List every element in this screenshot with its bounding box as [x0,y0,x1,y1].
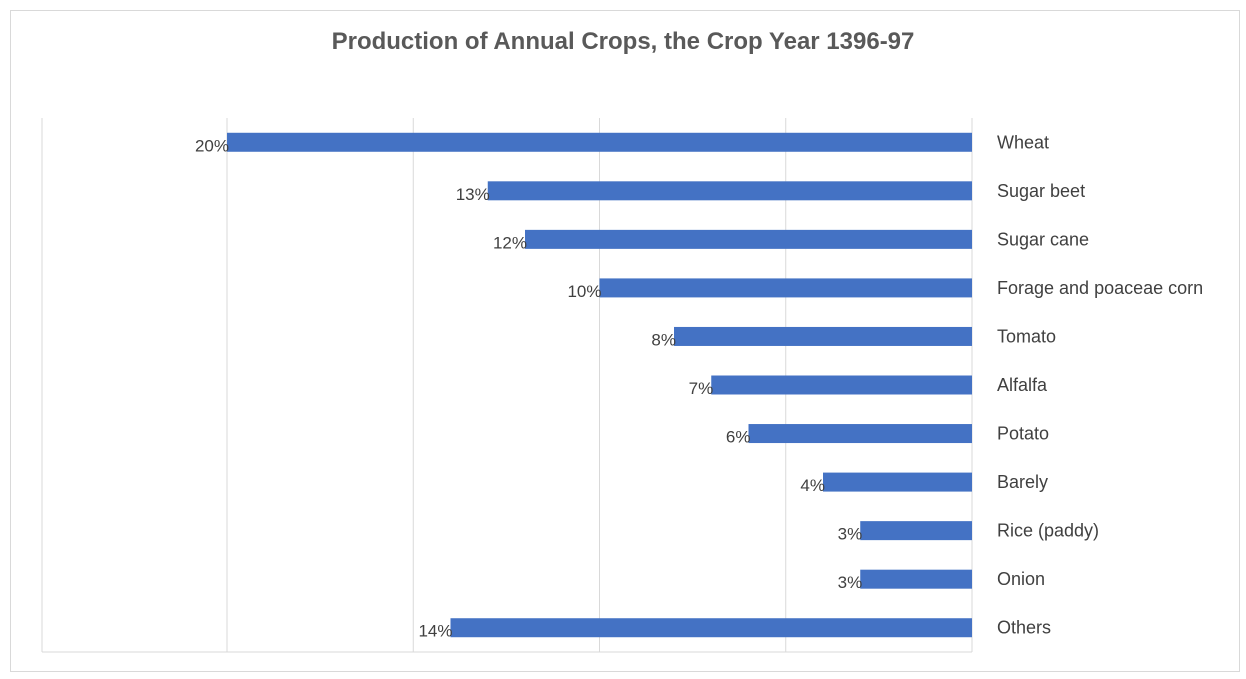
data-label: 14% [418,622,452,641]
bar-others [450,618,972,638]
data-label: 10% [567,282,601,301]
bar-barely [823,472,972,492]
data-label: 4% [800,476,825,495]
category-label: Alfalfa [997,375,1048,395]
data-label: 8% [651,330,676,349]
data-label: 6% [726,428,751,447]
bar-rice-paddy- [860,521,972,541]
category-label: Potato [997,424,1049,444]
bar-alfalfa [711,375,972,395]
category-label: Rice (paddy) [997,521,1099,541]
bar-sugar-beet [487,181,972,201]
data-label: 7% [689,379,714,398]
bar-layer [227,132,972,638]
category-label: Forage and poaceae corn [997,278,1203,298]
category-label: Sugar beet [997,181,1085,201]
label-layer: 20% Wheat 13% Sugar beet 12% Sugar cane 10% For… [195,132,1203,640]
bar-tomato [674,326,972,346]
bar-potato [748,424,972,444]
category-label: Others [997,618,1051,638]
data-label: 3% [838,573,863,592]
category-label: Sugar cane [997,229,1089,249]
category-label: Tomato [997,326,1056,346]
bar-forage-and-poaceae-corn [599,278,972,298]
grid-layer [41,118,973,653]
category-label: Barely [997,472,1048,492]
category-label: Wheat [997,132,1049,152]
bar-sugar-cane [525,229,972,249]
data-label: 13% [456,185,490,204]
bar-wheat [227,132,972,152]
chart-frame [10,10,1240,672]
category-label: Onion [997,569,1045,589]
chart-title: Production of Annual Crops, the Crop Yea… [331,28,915,55]
data-label: 12% [493,233,527,252]
data-label: 3% [838,525,863,544]
data-label: 20% [195,136,229,155]
bar-onion [860,569,972,589]
